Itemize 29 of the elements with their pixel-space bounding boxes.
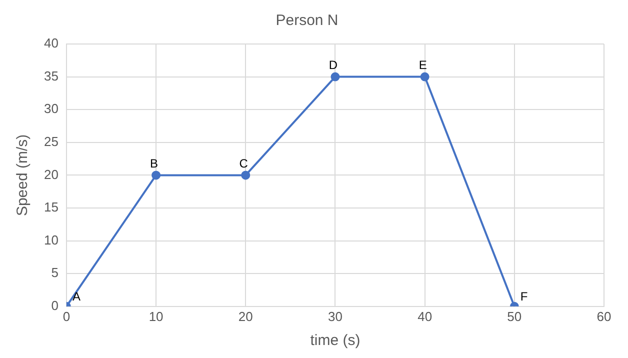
y-tick-label: 0: [51, 298, 58, 313]
y-axis-title: Speed (m/s): [14, 134, 32, 216]
x-tick-label: 50: [507, 308, 522, 324]
x-tick-label: 40: [418, 308, 432, 324]
y-tick-label: 30: [44, 101, 58, 116]
point: [420, 72, 430, 82]
chart-title: Person N: [276, 12, 338, 30]
x-tick-label: 10: [148, 308, 164, 324]
x-tick-label: 20: [238, 308, 253, 324]
y-tick-label: 15: [44, 200, 58, 215]
annotation: C: [239, 156, 248, 171]
annotation: B: [150, 156, 158, 171]
annotation: A: [72, 290, 80, 304]
point: [330, 72, 340, 82]
y-tick-label: 10: [44, 232, 58, 248]
y-tick-label: 25: [44, 134, 58, 149]
x-tick-label: 0: [62, 308, 70, 324]
y-tick-label: 5: [51, 265, 58, 280]
y-tick-label: 20: [44, 166, 58, 182]
point: [241, 170, 250, 180]
annotation: E: [418, 58, 427, 72]
x-axis-title: time (s): [310, 332, 360, 350]
x-tick-label: 60: [596, 308, 612, 324]
point: [152, 170, 161, 180]
annotation: D: [328, 58, 338, 72]
annotation: F: [520, 290, 528, 304]
y-tick-label: 35: [44, 68, 58, 84]
x-tick-label: 30: [328, 308, 342, 324]
y-tick-label: 40: [44, 36, 58, 51]
